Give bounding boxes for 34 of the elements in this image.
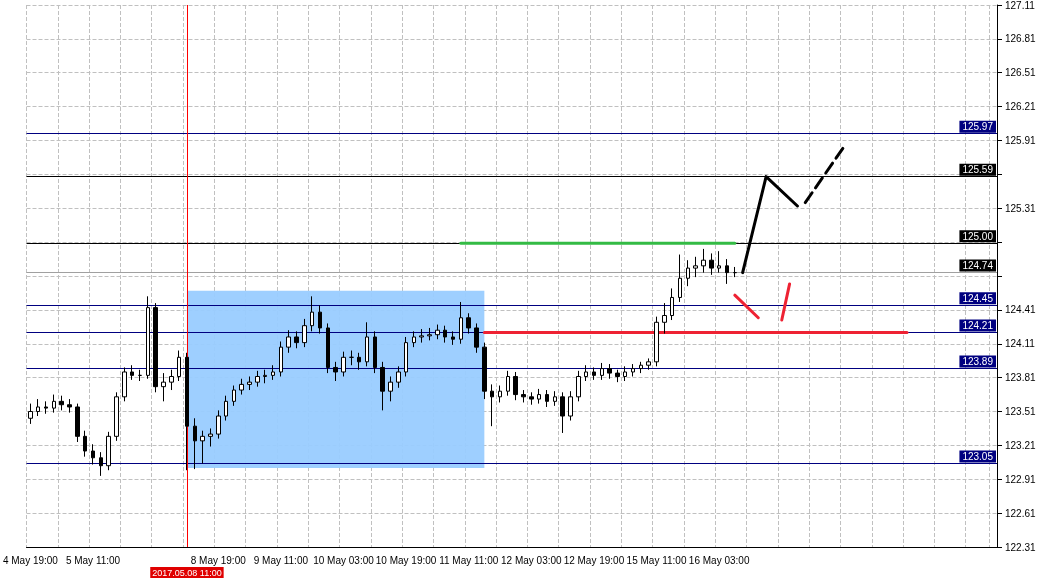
x-tick-label: 10 May 03:00 [313,554,375,566]
ref-line-label: 125.00 [962,230,994,242]
y-tick-label: 123.51 [1005,406,1037,417]
y-tick-label: 125.31 [1005,202,1037,214]
ref-line-label: 124.74 [962,260,994,272]
y-tick-label: 122.61 [1005,507,1037,519]
x-tick-label: 4 May 19:00 [2,554,59,566]
y-tick-label: 124.41 [1005,304,1037,316]
x-tick-label: 11 May 11:00 [439,554,499,566]
y-tick-label: 127.11 [1005,0,1036,11]
y-tick-label: 126.81 [1005,33,1037,45]
y-tick-label: 122.91 [1005,473,1037,485]
text: 2017.05.08 11:00 [152,567,222,578]
y-tick-label: 125.91 [1005,135,1037,146]
y-tick-label: 124.11 [1005,338,1036,350]
ref-line-label: 123.89 [962,356,994,368]
y-tick-label: 126.51 [1005,67,1037,79]
y-tick-label: 123.21 [1005,439,1037,451]
x-tick-label: 9 May 11:00 [253,554,309,566]
ref-line-label: 123.05 [962,450,994,462]
y-tick-label: 126.21 [1005,101,1037,113]
y-tick-label: 122.31 [1005,541,1037,553]
x-tick-label: 5 May 11:00 [65,554,121,566]
ref-line-label: 124.21 [962,319,994,331]
y-tick-label: 123.81 [1005,372,1037,384]
x-tick-label: 12 May 19:00 [563,554,625,566]
x-tick-label: 10 May 19:00 [375,554,437,566]
x-tick-label: 16 May 03:00 [688,554,750,566]
ref-line-label: 124.45 [962,292,994,304]
x-tick-label: 8 May 19:00 [190,554,247,566]
x-tick-label: 12 May 03:00 [501,554,563,566]
ref-line-label: 125.59 [962,164,994,176]
x-tick-label: 15 May 11:00 [626,554,687,566]
ref-line-label: 125.97 [962,121,994,133]
